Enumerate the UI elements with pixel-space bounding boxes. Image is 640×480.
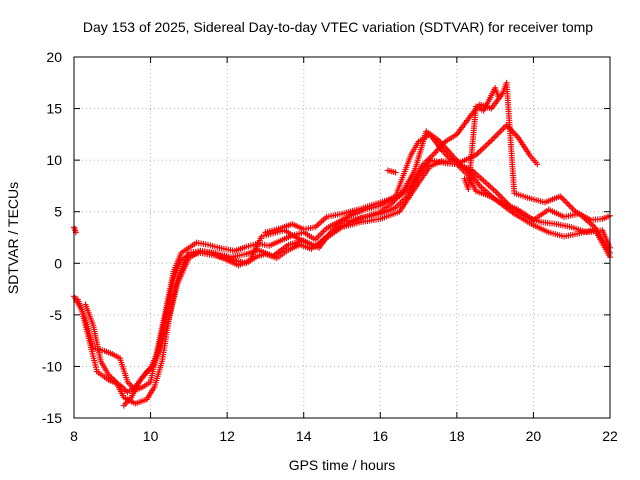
data-point bbox=[561, 197, 568, 204]
x-tick-label: 20 bbox=[526, 428, 542, 444]
data-point bbox=[482, 143, 489, 150]
data-point bbox=[563, 199, 570, 206]
x-tick-label: 18 bbox=[449, 428, 465, 444]
y-tick-label: 15 bbox=[46, 101, 62, 117]
x-axis-title: GPS time / hours bbox=[289, 457, 396, 473]
data-point bbox=[476, 149, 483, 156]
data-point bbox=[477, 147, 484, 154]
data-point bbox=[493, 189, 500, 196]
data-point bbox=[497, 128, 504, 135]
data-point bbox=[432, 149, 439, 156]
data-point bbox=[499, 126, 506, 133]
y-tick-label: 5 bbox=[54, 204, 62, 220]
data-point bbox=[492, 132, 499, 139]
data-point bbox=[567, 204, 574, 211]
data-point bbox=[496, 192, 503, 199]
series-track-1 bbox=[71, 158, 613, 396]
plot-frame bbox=[73, 56, 611, 419]
data-point bbox=[480, 144, 487, 151]
data-point bbox=[392, 169, 399, 176]
data-point bbox=[495, 191, 502, 198]
data-point bbox=[485, 140, 492, 147]
axis-ticks: 8 10 12 14 16 18 20 22 -15 -10 -5 0 5 10 15 20 bbox=[42, 49, 618, 444]
x-tick-label: 10 bbox=[143, 428, 159, 444]
data-point bbox=[510, 129, 517, 136]
data-point bbox=[534, 161, 541, 168]
data-point bbox=[569, 205, 576, 212]
chart-title: Day 153 of 2025, Sidereal Day-to-day VTE… bbox=[83, 19, 593, 35]
x-tick-label: 22 bbox=[602, 428, 618, 444]
data-point bbox=[558, 194, 565, 201]
data-point bbox=[489, 135, 496, 142]
data-point bbox=[486, 138, 493, 145]
x-tick-label: 16 bbox=[372, 428, 388, 444]
data-point bbox=[479, 146, 486, 153]
x-tick-label: 12 bbox=[219, 428, 235, 444]
y-tick-label: -5 bbox=[50, 307, 63, 323]
data-point bbox=[500, 125, 507, 132]
data-point bbox=[495, 95, 502, 102]
data-point bbox=[494, 131, 501, 138]
series-track-6 bbox=[71, 84, 502, 236]
x-tick-label: 14 bbox=[296, 428, 312, 444]
y-tick-label: 0 bbox=[54, 255, 62, 271]
data-points bbox=[71, 79, 613, 409]
series-track-3 bbox=[82, 128, 613, 407]
y-axis-title: SDTVAR / TECUs bbox=[5, 182, 21, 294]
data-point bbox=[495, 129, 502, 136]
series-track-4 bbox=[120, 157, 613, 409]
y-tick-label: -10 bbox=[42, 358, 62, 374]
y-tick-label: 20 bbox=[46, 49, 62, 65]
data-point bbox=[566, 202, 573, 209]
data-point bbox=[564, 200, 571, 207]
data-point bbox=[491, 134, 498, 141]
grid bbox=[74, 57, 610, 418]
data-point bbox=[488, 137, 495, 144]
data-point bbox=[512, 131, 519, 138]
series-track-5 bbox=[262, 79, 613, 236]
x-tick-label: 8 bbox=[70, 428, 78, 444]
y-tick-label: -15 bbox=[42, 410, 62, 426]
y-tick-label: 10 bbox=[46, 152, 62, 168]
data-point bbox=[483, 141, 490, 148]
